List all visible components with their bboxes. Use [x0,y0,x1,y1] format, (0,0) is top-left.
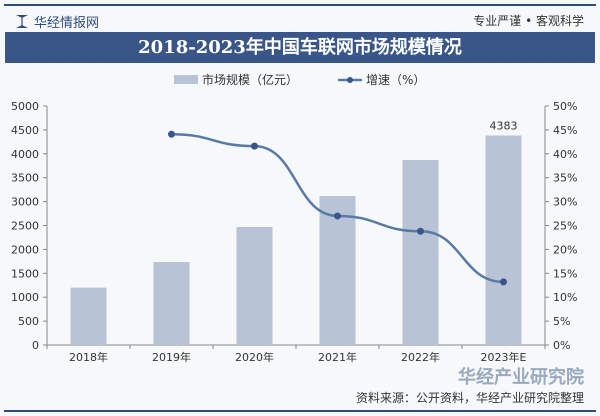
y-right-tick-label: 5% [553,315,570,328]
y-left-tick-label: 500 [18,315,39,328]
y-left-tick-label: 3500 [11,172,39,185]
y-right-tick-label: 15% [553,267,577,280]
legend-line-marker [347,77,353,83]
x-tick-label: 2020年 [235,350,274,364]
legend-line-label: 增速（%） [366,73,425,87]
y-left-tick-label: 3000 [11,196,39,209]
y-right-tick-label: 30% [553,196,577,209]
y-right-tick-label: 25% [553,220,577,233]
y-right-tick-label: 50% [553,100,577,113]
bar-2019年 [153,262,190,345]
y-left-tick-label: 5000 [11,100,39,113]
x-tick-label: 2023年E [481,350,527,364]
slogan: 专业严谨 • 客观科学 [473,14,584,28]
y-right-tick-label: 10% [553,291,577,304]
y-right-tick-label: 45% [553,124,577,137]
growth-point [251,142,258,150]
y-left-tick-label: 2500 [11,220,39,233]
y-left-tick-label: 4500 [11,124,39,137]
chart-title: 2018-2023年中国车联网市场规模情况 [5,32,595,63]
bar-data-label: 4383 [490,119,518,132]
brand: 华经情报网 [16,12,99,31]
y-left-tick-label: 1000 [11,291,39,304]
growth-point [417,227,424,235]
y-right-tick-label: 20% [553,243,577,256]
x-tick-label: 2018年 [69,350,108,364]
brand-name: 华经情报网 [34,16,100,31]
bottom-divider [4,410,596,412]
y-right-tick-label: 0% [553,339,570,352]
bar-2022年 [402,160,439,345]
y-right-tick-label: 35% [553,172,577,185]
watermark: 华经产业研究院 [458,367,584,388]
bar-2023年E [485,135,522,345]
y-left-tick-label: 0 [32,339,39,352]
bar-2020年 [236,226,273,345]
y-left-tick-label: 1500 [11,267,39,280]
bar-2018年 [70,287,107,345]
legend-bar-label: 市场规模（亿元） [202,72,298,87]
legend-bar-swatch [174,75,198,84]
y-right-tick-label: 40% [553,148,577,161]
source-note: 资料来源：公开资料，华经产业研究院整理 [355,391,584,405]
x-tick-label: 2022年 [401,350,440,364]
y-left-tick-label: 2000 [11,243,39,256]
bar-2021年 [319,196,356,345]
growth-point [334,212,341,220]
top-divider [4,4,596,6]
y-left-tick-label: 4000 [11,148,39,161]
growth-point [500,278,507,286]
x-tick-label: 2019年 [152,350,191,364]
growth-point [168,130,175,138]
x-tick-label: 2021年 [318,350,357,364]
